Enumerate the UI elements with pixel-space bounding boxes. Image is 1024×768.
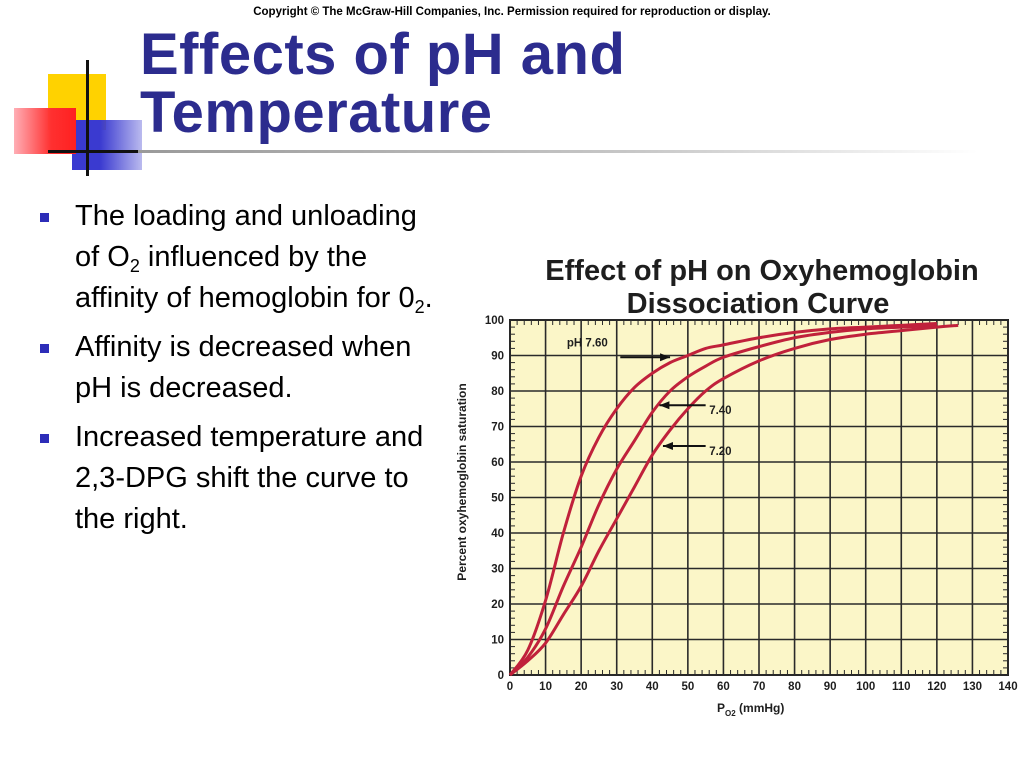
bullet-item: Increased temperature and 2,3-DPG shift … [36, 417, 436, 540]
bullet-text: The loading and unloading of O [75, 200, 417, 273]
decor-blue-square [72, 120, 142, 170]
curve-ph-7-40 [508, 323, 937, 677]
x-tick-label: 20 [575, 681, 588, 693]
y-tick-label: 0 [498, 670, 504, 682]
annotation-ph-7-60-arrow-head [660, 353, 671, 362]
annotation-7-40-label: 7.40 [709, 405, 731, 417]
x-tick-label: 60 [717, 681, 730, 693]
decor-vertical-line [86, 60, 89, 176]
x-tick-label: 110 [892, 681, 911, 693]
x-tick-label: 50 [681, 681, 694, 693]
bullet-marker [40, 213, 49, 222]
y-axis-label: Percent oxyhemoglobin saturation [455, 383, 469, 580]
grid-lines [509, 319, 1009, 676]
x-tick-label: 10 [539, 681, 552, 693]
x-tick-label: 30 [610, 681, 623, 693]
bullet-marker [40, 344, 49, 353]
annotation-7-40-arrow-head [659, 401, 670, 410]
x-axis-label-unit: (mmHg) [736, 701, 785, 715]
y-tick-label: 30 [491, 564, 504, 576]
y-ticks: 0 10 20 30 40 50 60 70 80 90 100 [485, 315, 504, 682]
curve-annotations: pH 7.60 7.40 7.20 [567, 338, 732, 458]
bullet-subscript: 2 [414, 297, 425, 317]
slide-title: Effects of pH and Temperature [140, 26, 625, 142]
decor-red-square [14, 108, 76, 154]
y-tick-label: 70 [491, 422, 504, 434]
bullet-subscript: 2 [129, 256, 140, 276]
bullet-text: . [424, 282, 433, 314]
oxyhemoglobin-chart: Effect of pH on Oxyhemoglobin Dissociati… [446, 244, 1024, 724]
copyright-notice: Copyright © The McGraw-Hill Companies, I… [253, 6, 771, 18]
chart-title-line1: Effect of pH on Oxyhemoglobin [545, 255, 978, 287]
x-axis-label: PO2 (mmHg) [717, 701, 784, 718]
x-tick-label: 70 [753, 681, 766, 693]
x-tick-label: 0 [507, 681, 513, 693]
title-underline [138, 150, 978, 153]
annotation-ph-7-60-label: pH 7.60 [567, 338, 608, 350]
chart-svg: Effect of pH on Oxyhemoglobin Dissociati… [455, 255, 1018, 718]
annotation-7-20-label: 7.20 [709, 446, 731, 458]
y-tick-label: 60 [491, 457, 504, 469]
y-tick-label: 40 [491, 528, 504, 540]
slide-title-line1: Effects of pH and [140, 22, 626, 87]
bullet-item: The loading and unloading of O2 influenc… [36, 196, 436, 319]
x-tick-label: 80 [788, 681, 801, 693]
y-tick-label: 90 [491, 351, 504, 363]
x-tick-label: 40 [646, 681, 659, 693]
x-tick-label: 140 [998, 681, 1017, 693]
bullet-list: The loading and unloading of O2 influenc… [36, 196, 436, 548]
slide-title-line2: Temperature [140, 80, 493, 145]
y-tick-label: 20 [491, 599, 504, 611]
x-tick-label: 100 [856, 681, 875, 693]
x-tick-label: 90 [824, 681, 837, 693]
y-tick-label: 100 [485, 315, 504, 327]
decor-horizontal-line [48, 150, 138, 153]
x-tick-label: 120 [927, 681, 946, 693]
x-tick-label: 130 [963, 681, 982, 693]
x-ticks: 0 10 20 30 40 50 60 70 80 90 100 110 120 130 140 [507, 681, 1018, 693]
annotation-7-20-arrow-head [662, 442, 673, 451]
y-tick-label: 10 [491, 635, 504, 647]
bullet-text: Increased temperature and 2,3-DPG shift … [75, 421, 424, 535]
chart-title-line2: Dissociation Curve [627, 288, 890, 320]
bullet-text: Affinity is decreased when pH is decreas… [75, 331, 412, 404]
curve-ph-7-60 [508, 322, 937, 676]
x-axis-label-main: P [717, 701, 725, 715]
y-tick-label: 80 [491, 386, 504, 398]
y-tick-label: 50 [491, 493, 504, 505]
bullet-text: influenced by the affinity of hemoglobin… [75, 241, 415, 314]
x-axis-label-sub: O2 [725, 709, 736, 718]
curve-ph-7-20 [509, 323, 959, 677]
curves [508, 322, 959, 677]
bullet-marker [40, 434, 49, 443]
bullet-item: Affinity is decreased when pH is decreas… [36, 327, 436, 409]
